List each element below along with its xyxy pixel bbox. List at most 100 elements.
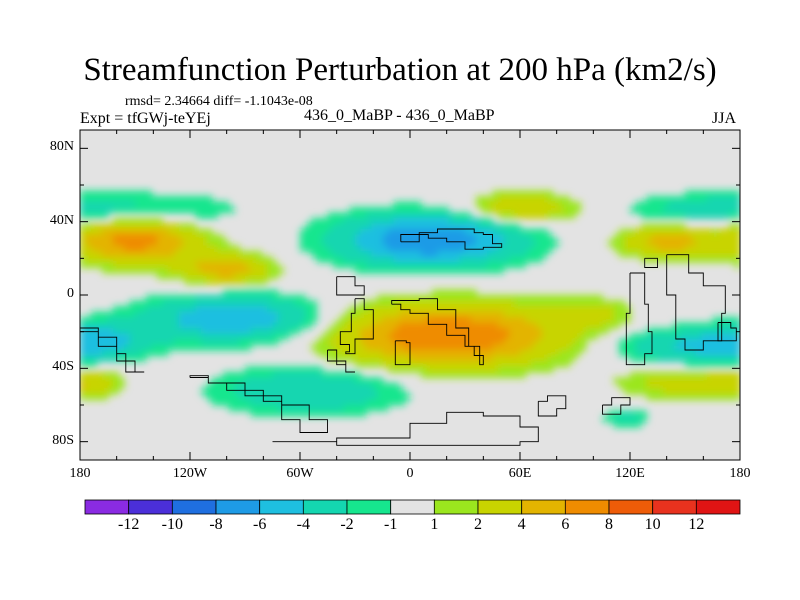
contour-cell xyxy=(459,262,466,269)
contour-cell xyxy=(393,383,400,390)
contour-cell xyxy=(696,251,703,258)
contour-cell xyxy=(267,372,274,379)
contour-cell xyxy=(690,245,697,252)
contour-cell xyxy=(470,344,477,351)
contour-cell xyxy=(701,229,708,236)
contour-cell xyxy=(113,245,120,252)
contour-cell xyxy=(311,311,318,318)
contour-cell xyxy=(322,388,329,395)
contour-cell xyxy=(300,311,307,318)
contour-cell xyxy=(184,317,191,324)
contour-cell xyxy=(608,410,615,417)
contour-cell xyxy=(635,251,642,258)
contour-cell xyxy=(140,339,147,346)
contour-cell xyxy=(553,355,560,362)
contour-cell xyxy=(256,289,263,296)
contour-cell xyxy=(212,317,219,324)
contour-cell xyxy=(564,344,571,351)
contour-cell xyxy=(393,328,400,335)
contour-cell xyxy=(85,339,92,346)
contour-cell xyxy=(234,273,241,280)
contour-cell xyxy=(85,262,92,269)
contour-cell xyxy=(267,394,274,401)
contour-cell xyxy=(162,229,169,236)
contour-cell xyxy=(349,344,356,351)
contour-cell xyxy=(509,295,516,302)
coastline xyxy=(625,272,653,366)
contour-cell xyxy=(729,372,736,379)
contour-cell xyxy=(234,295,241,302)
contour-cell xyxy=(723,328,730,335)
contour-cell xyxy=(514,344,521,351)
contour-cell xyxy=(470,311,477,318)
contour-cell xyxy=(437,372,444,379)
contour-cell xyxy=(388,245,395,252)
contour-cell xyxy=(470,223,477,230)
contour-cell xyxy=(338,344,345,351)
contour-cell xyxy=(113,333,120,340)
contour-cell xyxy=(443,256,450,263)
contour-cell xyxy=(382,383,389,390)
contour-cell xyxy=(470,306,477,313)
contour-cell xyxy=(355,207,362,214)
contour-cell xyxy=(102,333,109,340)
contour-cell xyxy=(690,328,697,335)
contour-cell xyxy=(234,278,241,285)
contour-cell xyxy=(415,355,422,362)
contour-cell xyxy=(311,394,318,401)
contour-cell xyxy=(256,278,263,285)
contour-cell xyxy=(162,223,169,230)
contour-cell xyxy=(201,212,208,219)
contour-cell xyxy=(476,339,483,346)
contour-cell xyxy=(212,256,219,263)
contour-cell xyxy=(228,295,235,302)
contour-cell xyxy=(96,322,103,329)
contour-cell xyxy=(503,366,510,373)
contour-cell xyxy=(355,229,362,236)
contour-cell xyxy=(685,229,692,236)
contour-cell xyxy=(162,245,169,252)
contour-cell xyxy=(509,245,516,252)
contour-cell xyxy=(382,306,389,313)
contour-cell xyxy=(338,223,345,230)
contour-cell xyxy=(602,416,609,423)
contour-cell xyxy=(261,377,268,384)
contour-cell xyxy=(239,289,246,296)
contour-cell xyxy=(685,240,692,247)
contour-cell xyxy=(272,311,279,318)
contour-cell xyxy=(707,333,714,340)
contour-cell xyxy=(729,223,736,230)
contour-cell xyxy=(344,317,351,324)
contour-cell xyxy=(113,218,120,225)
contour-cell xyxy=(679,212,686,219)
contour-cell xyxy=(223,201,230,208)
contour-cell xyxy=(432,262,439,269)
contour-cell xyxy=(129,328,136,335)
contour-cell xyxy=(492,339,499,346)
contour-cell xyxy=(129,251,136,258)
contour-cell xyxy=(426,328,433,335)
contour-cell xyxy=(399,339,406,346)
coastline xyxy=(394,340,411,366)
contour-cell xyxy=(322,405,329,412)
contour-cell xyxy=(487,196,494,203)
contour-cell xyxy=(80,223,87,230)
contour-cell xyxy=(366,240,373,247)
contour-cell xyxy=(476,201,483,208)
contour-cell xyxy=(608,317,615,324)
contour-cell xyxy=(349,328,356,335)
contour-cell xyxy=(168,256,175,263)
contour-cell xyxy=(558,300,565,307)
contour-cell xyxy=(146,218,153,225)
contour-cell xyxy=(619,234,626,241)
contour-cell xyxy=(487,245,494,252)
contour-cell xyxy=(349,388,356,395)
contour-cell xyxy=(707,388,714,395)
contour-cell xyxy=(498,262,505,269)
contour-cell xyxy=(146,240,153,247)
contour-cell xyxy=(723,229,730,236)
contour-cell xyxy=(377,377,384,384)
contour-cell xyxy=(80,333,87,340)
contour-cell xyxy=(245,267,252,274)
